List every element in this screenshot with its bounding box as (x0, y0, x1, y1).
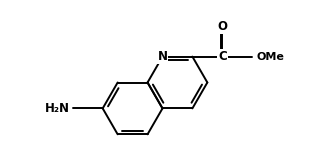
Text: OMe: OMe (257, 52, 285, 62)
Text: N: N (158, 50, 167, 63)
Text: O: O (217, 20, 227, 33)
Text: C: C (218, 50, 227, 63)
Text: H₂N: H₂N (45, 102, 70, 115)
